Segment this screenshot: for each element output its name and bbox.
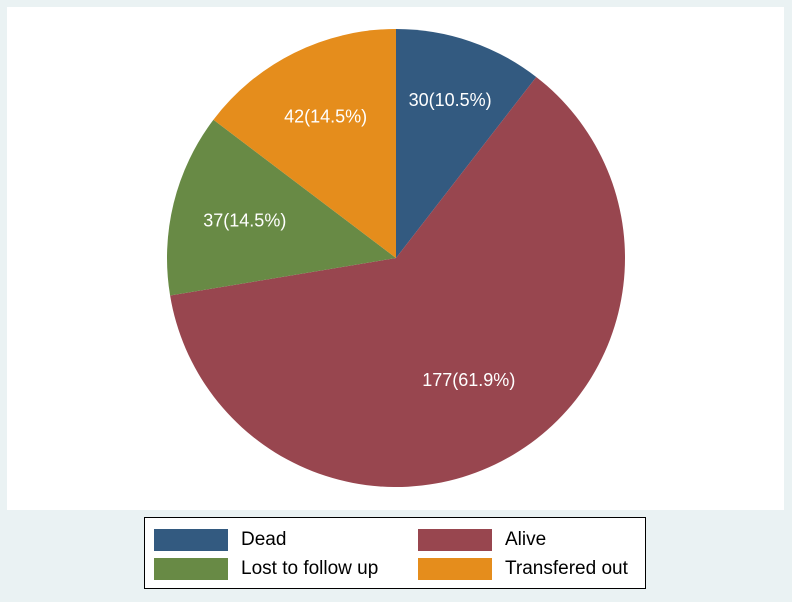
legend-label-transfered-out: Transfered out: [505, 558, 628, 579]
pie-label-dead: 30(10.5%): [409, 90, 492, 110]
legend-item-dead: Dead: [154, 528, 286, 552]
pie-labels: 30(10.5%) 177(61.9%) 37(14.5%) 42(14.5%): [203, 90, 515, 390]
pie-slice-alive: [170, 76, 625, 487]
pie-label-alive: 177(61.9%): [422, 370, 515, 390]
pie-slices: [166, 29, 625, 487]
pie-label-lost-to-follow-up: 37(14.5%): [203, 211, 286, 231]
legend-item-transfered-out: Transfered out: [418, 557, 628, 581]
legend-label-dead: Dead: [241, 529, 287, 550]
legend-item-alive: Alive: [418, 528, 546, 552]
legend-label-alive: Alive: [505, 529, 547, 550]
legend-swatch-alive: [418, 529, 492, 551]
legend-swatch-dead: [154, 529, 228, 551]
pie-slice-transfered-out: [213, 29, 396, 258]
legend-label-lost-to-follow-up: Lost to follow up: [241, 558, 379, 579]
pie-slice-dead: [396, 29, 537, 258]
legend-swatch-lost-to-follow-up: [154, 558, 228, 580]
legend-swatch-transfered-out: [418, 558, 492, 580]
chart-legend: Dead Alive Lost to follow up Transfered …: [144, 517, 646, 589]
pie-slice-lost-to-follow-up: [166, 119, 396, 296]
legend-item-lost-to-follow-up: Lost to follow up: [154, 557, 378, 581]
pie-label-transfered-out: 42(14.5%): [284, 107, 367, 127]
